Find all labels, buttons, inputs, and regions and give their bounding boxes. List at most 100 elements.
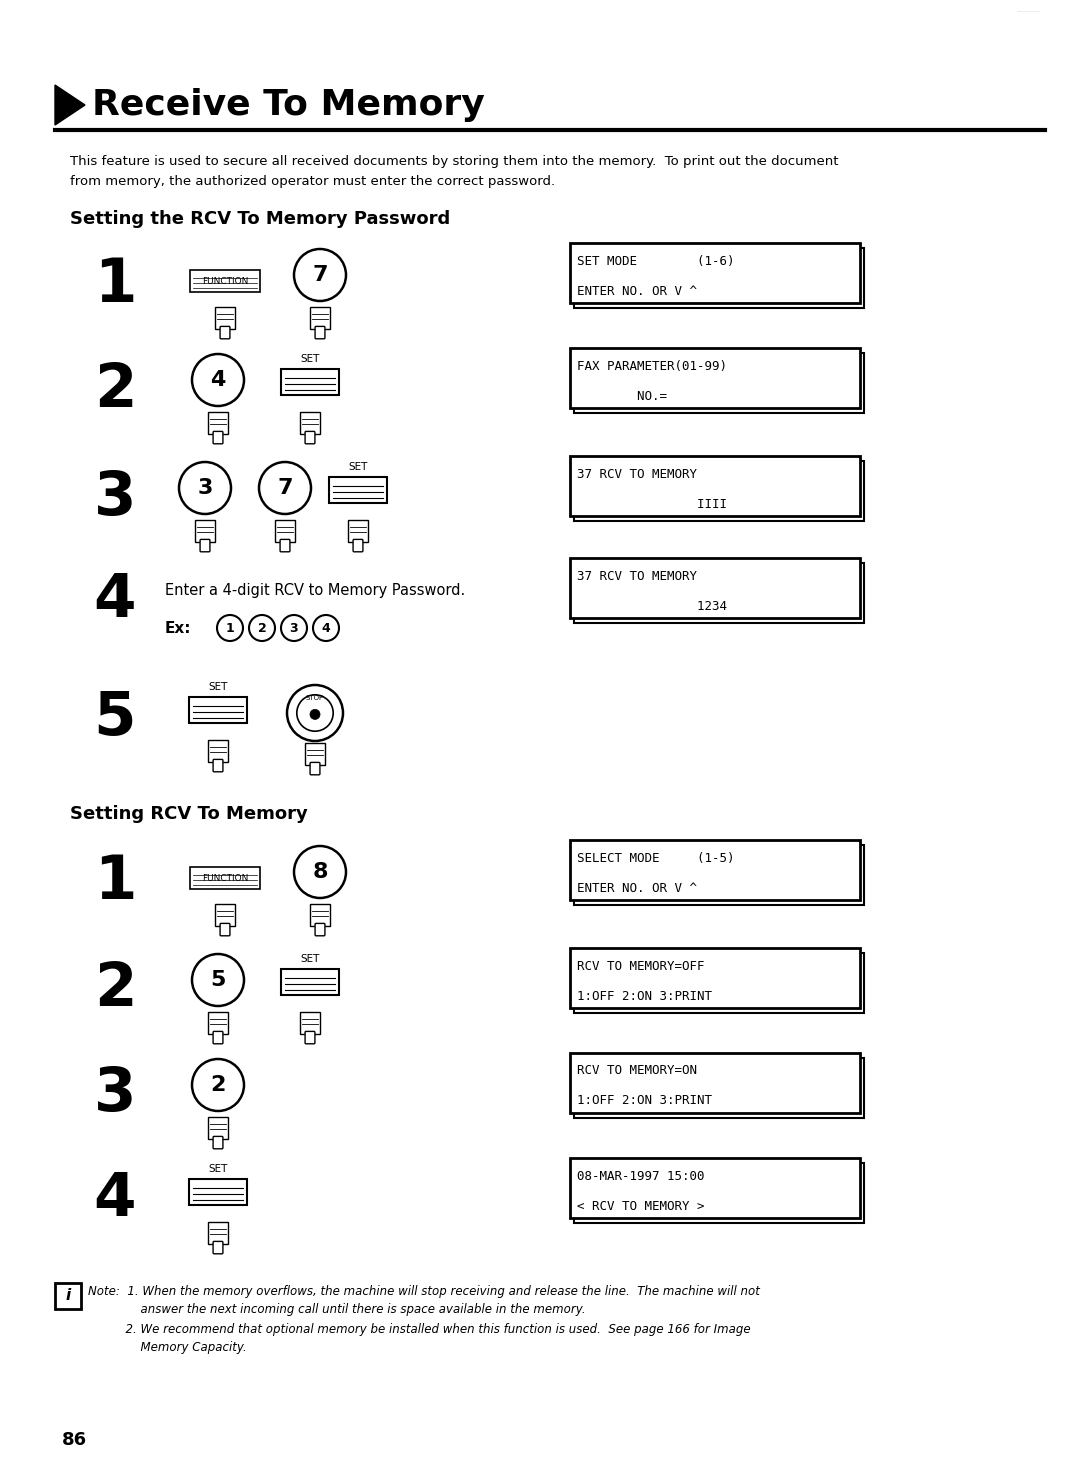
Text: RCV TO MEMORY=OFF: RCV TO MEMORY=OFF [577, 959, 704, 972]
FancyBboxPatch shape [573, 248, 864, 308]
Text: 1: 1 [94, 852, 136, 911]
Text: RCV TO MEMORY=ON: RCV TO MEMORY=ON [577, 1065, 697, 1077]
FancyBboxPatch shape [353, 539, 363, 552]
Text: FUNCTION: FUNCTION [202, 874, 248, 883]
FancyBboxPatch shape [570, 948, 860, 1008]
Text: SET MODE        (1-6): SET MODE (1-6) [577, 254, 734, 267]
Polygon shape [55, 85, 85, 125]
Text: 7: 7 [312, 264, 327, 285]
Text: answer the next incoming call until there is space available in the memory.: answer the next incoming call until ther… [87, 1303, 585, 1316]
FancyBboxPatch shape [195, 520, 215, 542]
FancyBboxPatch shape [213, 759, 222, 771]
FancyBboxPatch shape [208, 1116, 228, 1140]
FancyBboxPatch shape [310, 762, 320, 774]
FancyBboxPatch shape [213, 1241, 222, 1255]
Text: 7: 7 [278, 477, 293, 498]
FancyBboxPatch shape [220, 326, 230, 339]
Text: 08-MAR-1997 15:00: 08-MAR-1997 15:00 [577, 1169, 704, 1183]
FancyBboxPatch shape [306, 743, 325, 765]
Text: 1234: 1234 [577, 599, 727, 613]
FancyBboxPatch shape [570, 840, 860, 900]
Text: This feature is used to secure all received documents by storing them into the m: This feature is used to secure all recei… [70, 156, 838, 167]
Circle shape [294, 846, 346, 898]
FancyBboxPatch shape [570, 242, 860, 303]
Text: i: i [66, 1288, 70, 1303]
Text: 4: 4 [94, 570, 136, 630]
Text: 3: 3 [198, 477, 213, 498]
Text: 37 RCV TO MEMORY: 37 RCV TO MEMORY [577, 570, 697, 583]
FancyBboxPatch shape [215, 903, 234, 927]
FancyBboxPatch shape [570, 348, 860, 408]
FancyBboxPatch shape [189, 1180, 247, 1205]
Text: 4: 4 [211, 370, 226, 389]
FancyBboxPatch shape [208, 1012, 228, 1034]
Text: Receive To Memory: Receive To Memory [92, 88, 485, 122]
Circle shape [249, 616, 275, 640]
Text: FUNCTION: FUNCTION [202, 276, 248, 285]
Circle shape [259, 461, 311, 514]
Text: 5: 5 [94, 689, 136, 748]
Text: FAX PARAMETER(01-99): FAX PARAMETER(01-99) [577, 360, 727, 373]
FancyBboxPatch shape [573, 563, 864, 623]
FancyBboxPatch shape [315, 326, 325, 339]
FancyBboxPatch shape [300, 411, 320, 435]
FancyBboxPatch shape [570, 1053, 860, 1114]
FancyBboxPatch shape [213, 1137, 222, 1149]
Circle shape [294, 250, 346, 301]
FancyBboxPatch shape [570, 558, 860, 618]
Text: 1: 1 [94, 256, 136, 314]
FancyBboxPatch shape [281, 369, 339, 395]
Text: NO.=: NO.= [577, 389, 667, 403]
Text: IIII: IIII [577, 498, 727, 511]
Text: 3: 3 [94, 1065, 136, 1124]
Text: 8: 8 [312, 862, 327, 881]
Text: Note:  1. When the memory overflows, the machine will stop receiving and release: Note: 1. When the memory overflows, the … [87, 1285, 760, 1299]
Text: 5: 5 [211, 970, 226, 990]
Circle shape [192, 953, 244, 1006]
Text: SET: SET [349, 461, 367, 472]
FancyBboxPatch shape [220, 924, 230, 936]
FancyBboxPatch shape [55, 1282, 81, 1309]
Text: 1: 1 [226, 621, 234, 635]
Text: ___________: ___________ [1016, 7, 1040, 12]
Circle shape [287, 685, 343, 740]
FancyBboxPatch shape [570, 1158, 860, 1218]
FancyBboxPatch shape [190, 867, 260, 889]
Text: 2: 2 [211, 1075, 226, 1094]
Text: ENTER NO. OR V ^: ENTER NO. OR V ^ [577, 285, 697, 298]
Text: 4: 4 [94, 1171, 136, 1230]
FancyBboxPatch shape [310, 307, 329, 329]
Circle shape [313, 616, 339, 640]
Text: 2: 2 [94, 961, 136, 1019]
Circle shape [192, 354, 244, 405]
Text: 37 RCV TO MEMORY: 37 RCV TO MEMORY [577, 467, 697, 480]
Text: < RCV TO MEMORY >: < RCV TO MEMORY > [577, 1200, 704, 1212]
Text: Memory Capacity.: Memory Capacity. [87, 1341, 246, 1354]
Text: Setting RCV To Memory: Setting RCV To Memory [70, 805, 308, 823]
FancyBboxPatch shape [275, 520, 295, 542]
Text: ENTER NO. OR V ^: ENTER NO. OR V ^ [577, 881, 697, 895]
FancyBboxPatch shape [215, 307, 234, 329]
Text: 1:OFF 2:ON 3:PRINT: 1:OFF 2:ON 3:PRINT [577, 990, 712, 1002]
Text: SET: SET [300, 354, 320, 364]
FancyBboxPatch shape [315, 924, 325, 936]
FancyBboxPatch shape [208, 740, 228, 762]
Text: 4: 4 [322, 621, 330, 635]
Text: SET: SET [208, 1163, 228, 1174]
Circle shape [310, 710, 320, 720]
FancyBboxPatch shape [213, 1031, 222, 1044]
Text: Setting the RCV To Memory Password: Setting the RCV To Memory Password [70, 210, 450, 228]
FancyBboxPatch shape [348, 520, 368, 542]
Text: Enter a 4-digit RCV to Memory Password.: Enter a 4-digit RCV to Memory Password. [165, 583, 465, 598]
FancyBboxPatch shape [573, 461, 864, 521]
Text: 2. We recommend that optional memory be installed when this function is used.  S: 2. We recommend that optional memory be … [87, 1324, 751, 1335]
FancyBboxPatch shape [305, 432, 315, 444]
Text: 3: 3 [289, 621, 298, 635]
Text: SET: SET [300, 953, 320, 964]
Text: 2: 2 [258, 621, 267, 635]
FancyBboxPatch shape [213, 432, 222, 444]
FancyBboxPatch shape [305, 1031, 315, 1044]
FancyBboxPatch shape [573, 953, 864, 1014]
FancyBboxPatch shape [570, 455, 860, 516]
Text: 1:OFF 2:ON 3:PRINT: 1:OFF 2:ON 3:PRINT [577, 1094, 712, 1108]
